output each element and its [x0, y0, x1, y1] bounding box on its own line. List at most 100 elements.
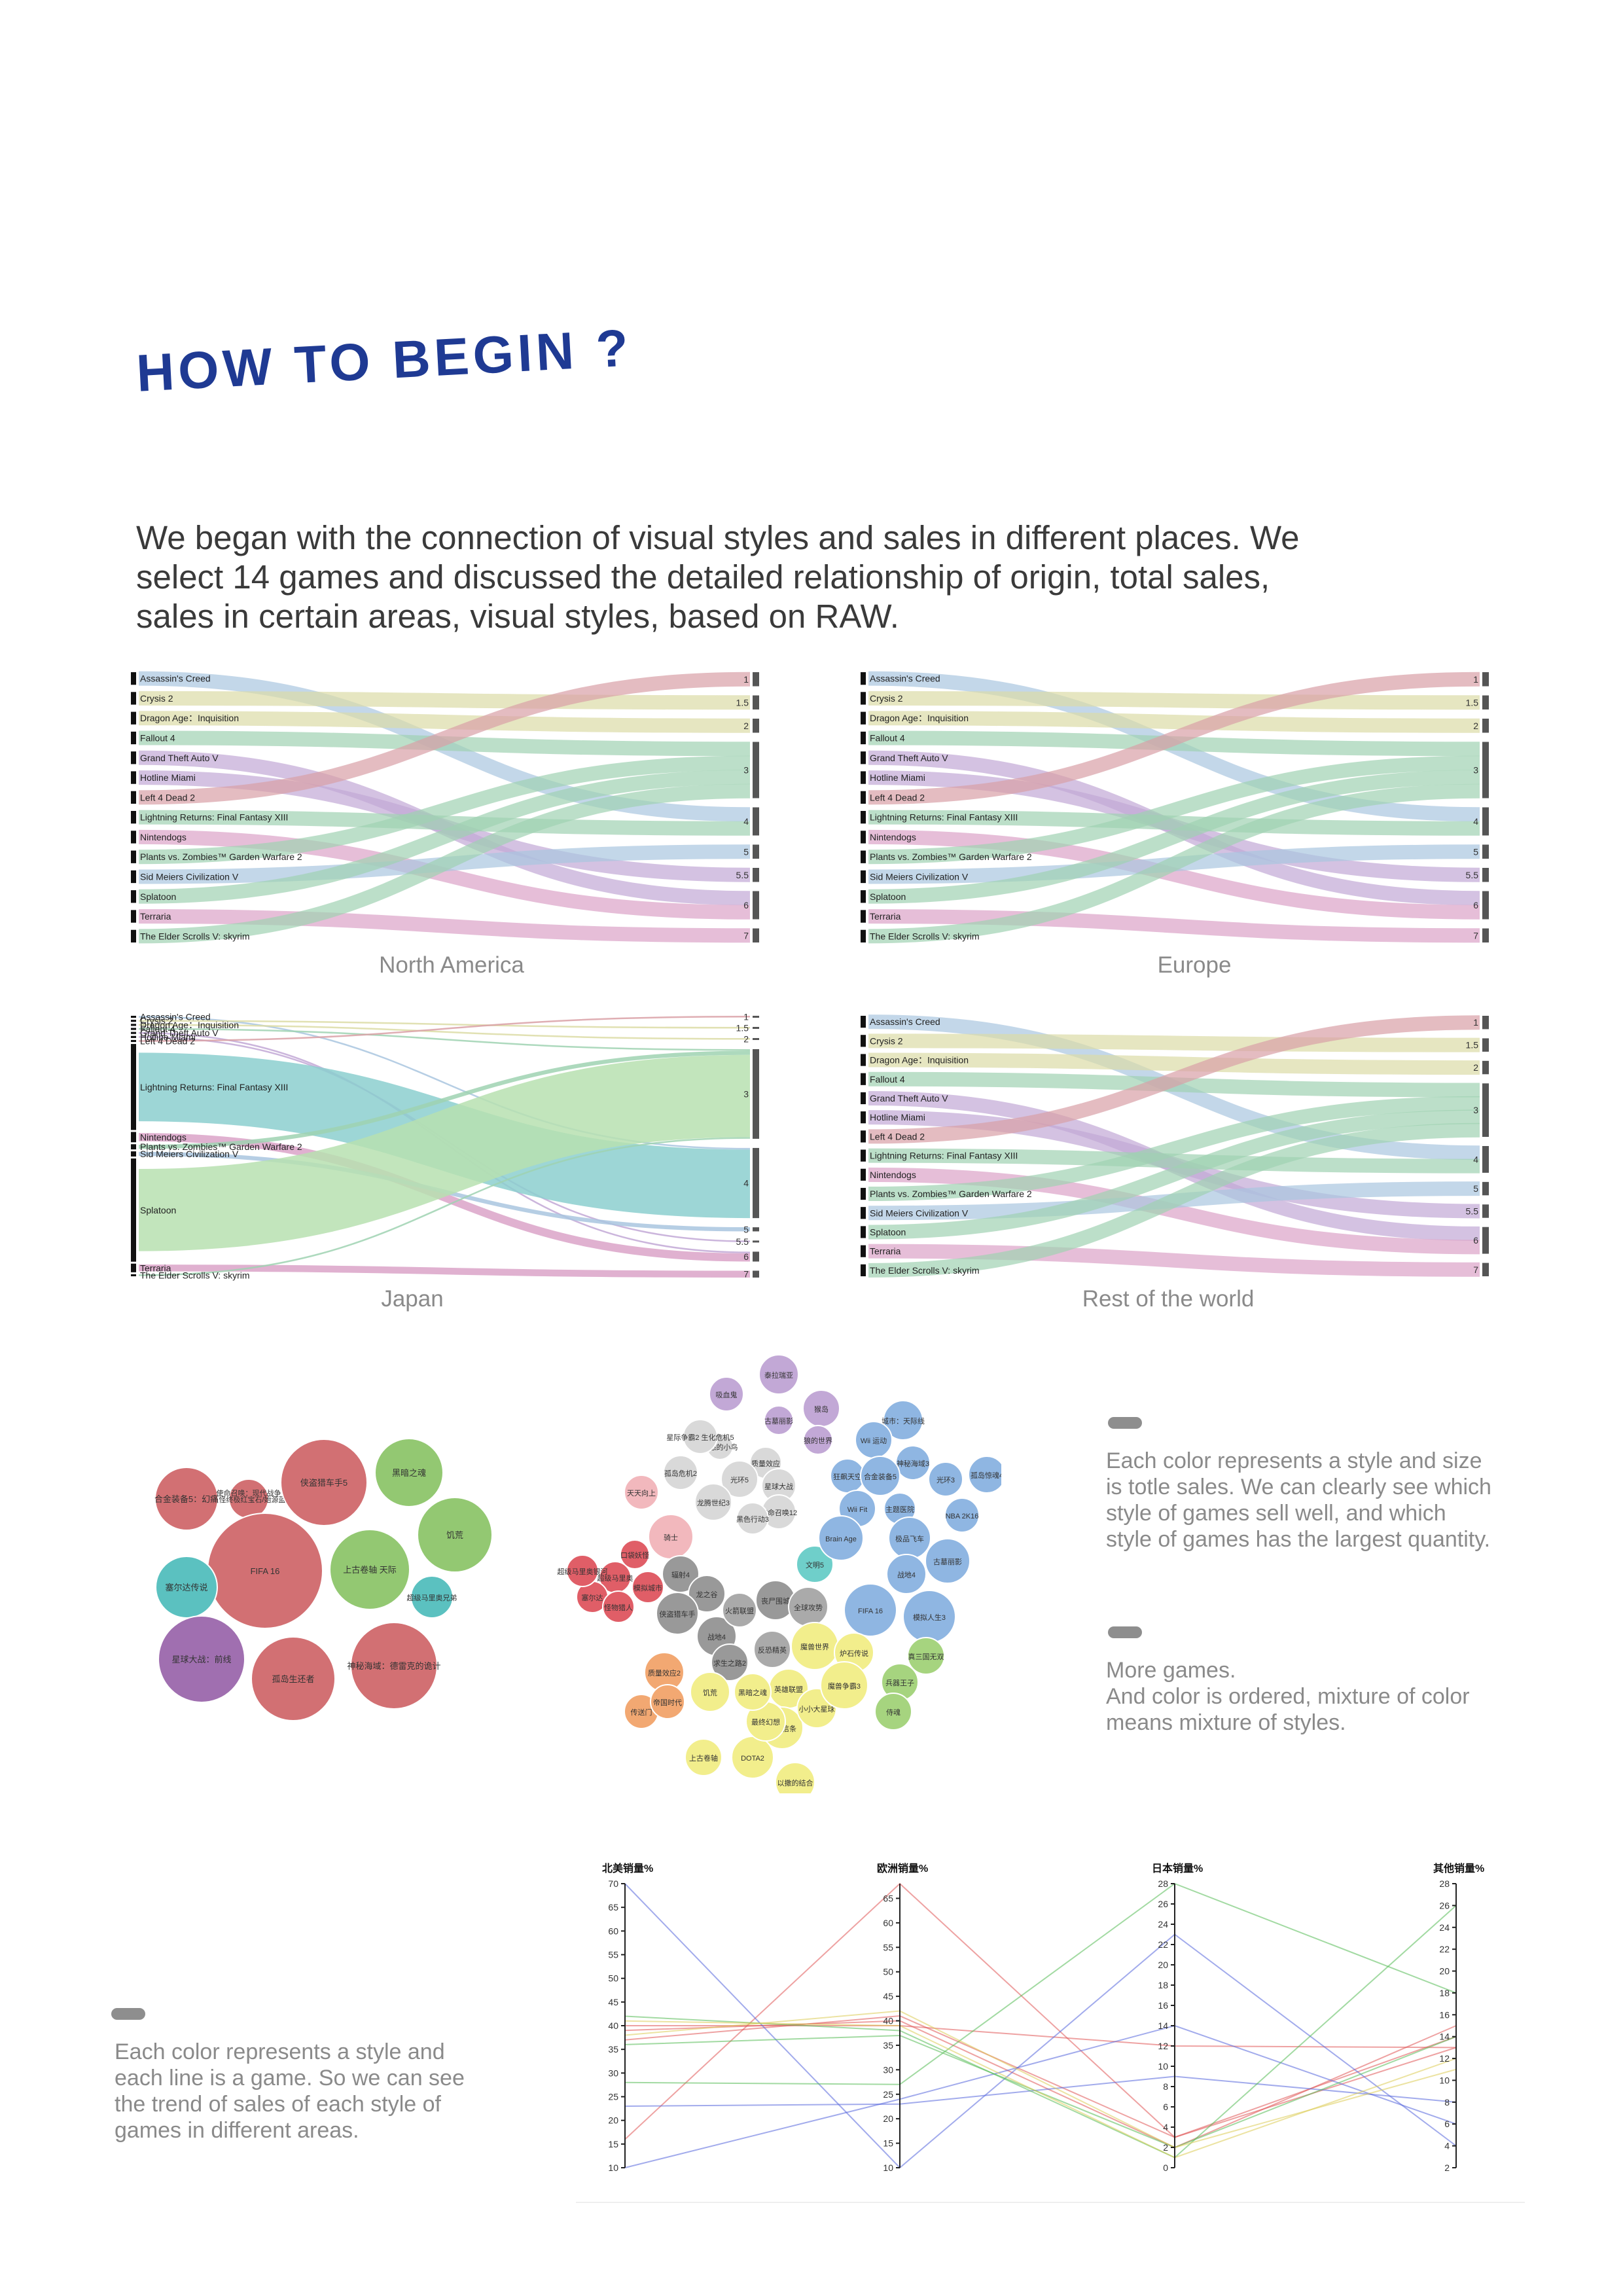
sankey-link	[868, 691, 1480, 710]
bubble	[886, 1554, 927, 1594]
sankey-left-node	[131, 731, 136, 745]
sankey-link	[868, 1122, 1480, 1278]
sankey-right-node	[1482, 1263, 1489, 1276]
sankey-style-label: 1.5	[736, 1023, 749, 1033]
bubble-label: 超级马里奥银河	[558, 1567, 608, 1576]
bubble-label: 侠盗猎车手5	[300, 1478, 348, 1488]
bubble	[690, 1672, 730, 1712]
parallel-tick-label: 25	[608, 2092, 618, 2102]
sankey-link	[138, 829, 751, 920]
bubble	[566, 1554, 599, 1587]
sankey-link	[868, 1244, 1480, 1277]
sankey-left-node	[861, 791, 866, 804]
sankey-link	[138, 1020, 751, 1029]
bubble-label: 孤岛危机2	[664, 1469, 697, 1478]
sankey-game-label: Lightning Returns: Final Fantasy XIII	[870, 812, 1018, 823]
parallel-tick-label: 50	[883, 1967, 893, 1977]
sankey-game-label: Terraria	[140, 1263, 171, 1273]
sankey-right-node	[1482, 928, 1489, 942]
bubble-label: 古墓丽影	[764, 1417, 793, 1426]
bubble	[874, 1693, 912, 1731]
sankey-left-node	[131, 1035, 136, 1038]
parallel-tick-label: 28	[1439, 1878, 1450, 1889]
sankey-link	[868, 1167, 1480, 1255]
note-bubbles-1: Each color represents a style and size i…	[1106, 1448, 1491, 1552]
bubble-label: 质量效应	[751, 1459, 780, 1468]
parallel-tick-label: 6	[1444, 2119, 1450, 2129]
sankey-rest-of-world: Assassin's Creed Crysis 2 Dragon Age：Inqui…	[854, 1008, 1508, 1312]
sankey-right-node	[753, 1038, 759, 1040]
sankey-link	[138, 1024, 751, 1040]
bubble-label: 塞尔达	[582, 1593, 603, 1602]
sankey-game-label: Grand Theft Auto V	[140, 1028, 219, 1038]
bubble	[602, 1590, 635, 1623]
sankey-left-node	[131, 910, 136, 923]
parallel-tick-label: 10	[608, 2162, 618, 2173]
parallel-series-line	[624, 2075, 1457, 2107]
sankey-left-node	[131, 870, 136, 884]
sankey-right-node	[753, 719, 759, 733]
sankey-style-label: 6	[1473, 1235, 1478, 1246]
sankey-game-label: Assassin's Creed	[140, 1012, 211, 1022]
note-parallel: Each color represents a style and each l…	[115, 2039, 465, 2143]
sankey-link	[138, 755, 751, 865]
sankey-link	[138, 672, 751, 805]
parallel-tick-label: 24	[1439, 1922, 1450, 1933]
sankey-left-node	[861, 850, 866, 863]
bubble-label: 天天向上	[627, 1488, 656, 1498]
sankey-left-node	[131, 1020, 136, 1022]
bubble-label: 神秘海域：德雷克的诡计	[347, 1661, 440, 1671]
bubble-label: 星球大战	[764, 1482, 793, 1491]
parallel-tick-label: 45	[608, 1997, 618, 2007]
parallel-tick-label: 0	[1163, 2162, 1168, 2173]
sankey-game-label: Hotline Miami	[140, 772, 196, 783]
sankey-style-label: 1.5	[1466, 1040, 1479, 1050]
parallel-series-line	[624, 1882, 1457, 2140]
bubble	[753, 1630, 791, 1668]
bubble	[329, 1529, 410, 1610]
sankey-chart-north-america: Assassin's Creed Crysis 2 Dragon Age：Inqui…	[131, 671, 759, 944]
parallel-tick-label: 2	[1163, 2142, 1168, 2153]
sankey-game-label: Dragon Age：Inquisition	[870, 713, 969, 723]
sankey-right-node	[1482, 742, 1489, 798]
sankey-game-label: The Elder Scrolls V: skyrim	[140, 931, 250, 941]
bubble-label: 反恐精英	[758, 1645, 787, 1655]
bubble-label: Wii Fit	[847, 1506, 868, 1514]
bubble	[907, 1637, 945, 1675]
sankey-game-label: Crysis 2	[870, 693, 903, 704]
sankey-right-node	[1482, 807, 1489, 836]
sankey-left-node	[861, 1226, 866, 1238]
bubble-label: 塞尔达传说	[165, 1583, 207, 1592]
sankey-right-node	[753, 1027, 759, 1029]
sankey-left-node	[131, 1016, 136, 1018]
sankey-left-node	[861, 1245, 866, 1257]
sankey-left-node	[131, 791, 136, 804]
bubble-label: 质量效应2	[648, 1668, 681, 1677]
sankey-link	[868, 1096, 1480, 1202]
sankey-right-node	[753, 891, 759, 920]
sankey-right-node	[753, 844, 759, 859]
note-line: More games.	[1106, 1658, 1236, 1683]
parallel-axis-title: 其他销量%	[1433, 1862, 1484, 1874]
bubble-label: 合金装备5：幻痛	[154, 1494, 219, 1504]
parallel-tick-label: 2	[1444, 2162, 1450, 2173]
sankey-left-node	[861, 910, 866, 923]
sankey-caption: North America	[379, 952, 524, 978]
bubble	[280, 1439, 368, 1526]
sankey-link	[868, 810, 1480, 836]
sankey-link	[868, 1148, 1480, 1174]
bubble-label: 城市：天际线	[882, 1416, 925, 1426]
parallel-axis-title: 欧洲销量%	[877, 1862, 928, 1874]
sankey-game-label: Dragon Age：Inquisition	[140, 1020, 239, 1030]
bubble-label: 辐射4	[671, 1570, 690, 1579]
bubble-label: 使命召唤12	[760, 1508, 797, 1517]
sankey-game-label: Terraria	[140, 911, 171, 922]
sankey-chart-rest-of-world: Assassin's Creed Crysis 2 Dragon Age：Inqui…	[861, 1014, 1489, 1278]
bubble-label: 使命召唤：现代战争	[217, 1488, 281, 1498]
sankey-game-label: Crysis 2	[870, 1035, 903, 1046]
sankey-link	[138, 810, 751, 836]
sankey-style-label: 1.5	[736, 697, 749, 708]
sankey-game-label: Nintendogs	[870, 832, 916, 842]
parallel-series-line	[624, 1882, 1457, 2085]
bubble	[650, 1684, 685, 1719]
